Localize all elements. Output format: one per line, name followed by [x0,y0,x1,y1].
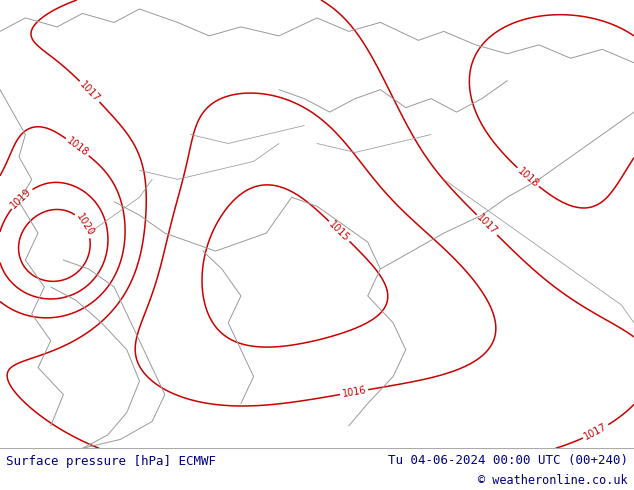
Text: 1020: 1020 [74,212,96,238]
Text: 1018: 1018 [65,136,90,158]
Text: 1017: 1017 [583,421,609,442]
Text: 1017: 1017 [475,213,499,237]
Text: Surface pressure [hPa] ECMWF: Surface pressure [hPa] ECMWF [6,455,216,468]
Text: 1017: 1017 [77,79,101,104]
Text: © weatheronline.co.uk: © weatheronline.co.uk [478,474,628,488]
Text: 1019: 1019 [9,186,34,210]
Text: 1016: 1016 [341,385,367,399]
Text: 1018: 1018 [515,166,541,189]
Text: Tu 04-06-2024 00:00 UTC (00+240): Tu 04-06-2024 00:00 UTC (00+240) [387,454,628,466]
Text: 1015: 1015 [327,219,352,244]
